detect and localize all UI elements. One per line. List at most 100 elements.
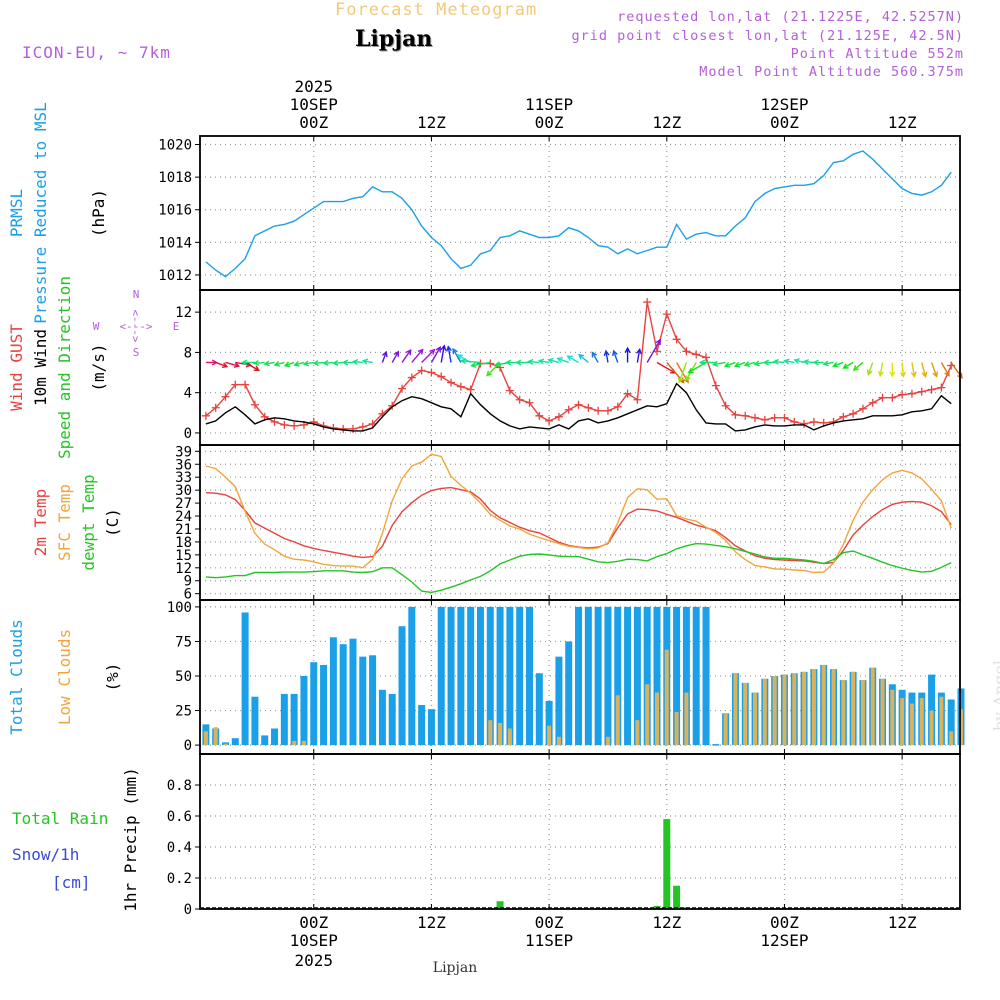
gust-marker bbox=[398, 384, 407, 393]
gust-marker bbox=[270, 417, 279, 426]
wind-direction-arrow bbox=[853, 361, 864, 371]
total-cloud-bar bbox=[320, 664, 328, 746]
wind-arrow-head bbox=[252, 360, 260, 367]
gust-marker bbox=[348, 424, 357, 433]
y-tick-label: 0.2 bbox=[167, 871, 192, 887]
bottom-hour-label: 00Z bbox=[535, 913, 564, 932]
total-cloud-bar bbox=[231, 738, 239, 746]
total-cloud-bar bbox=[369, 655, 377, 746]
bottom-hour-label: 00Z bbox=[299, 913, 328, 932]
total-cloud-bar bbox=[525, 606, 533, 746]
wind-direction-arrow bbox=[244, 361, 260, 371]
total-cloud-bar bbox=[947, 699, 955, 746]
footer-location: Lipjan bbox=[433, 960, 477, 976]
total-cloud-bar bbox=[388, 693, 396, 746]
wind-direction-arrow bbox=[879, 362, 884, 376]
wind-arrow-head bbox=[515, 359, 522, 366]
wind-arrow-head bbox=[832, 361, 839, 368]
low-cloud-bar bbox=[547, 725, 552, 746]
gust-marker bbox=[633, 395, 642, 404]
wind-direction-arrow bbox=[401, 349, 412, 363]
y-tick-label: 12 bbox=[175, 305, 192, 321]
bottom-hour-label: 12Z bbox=[888, 913, 917, 932]
precip-label-rain: Total Rain bbox=[12, 809, 108, 828]
wind-arrow-head bbox=[612, 349, 618, 357]
y-tick-label: 25 bbox=[175, 704, 192, 720]
wind-arrow-head bbox=[802, 358, 810, 365]
gust-marker bbox=[682, 347, 691, 356]
wind-direction-arrow bbox=[666, 362, 685, 383]
side-label: Speed and Direction bbox=[55, 276, 74, 459]
wind-arrow-head bbox=[312, 359, 319, 366]
wind-direction-arrow bbox=[391, 351, 399, 363]
gust-marker bbox=[917, 387, 926, 396]
wind-direction-arrow bbox=[833, 361, 844, 367]
wind-direction-arrow bbox=[264, 361, 275, 365]
wind-arrow-head bbox=[655, 338, 661, 345]
low-cloud-bar bbox=[733, 673, 738, 746]
wind-arrow-head bbox=[493, 361, 501, 368]
low-cloud-bar bbox=[753, 692, 758, 746]
gust-marker bbox=[672, 335, 681, 344]
low-cloud-bar bbox=[821, 664, 826, 746]
wind-arrow-head bbox=[591, 351, 598, 358]
low-cloud-bar bbox=[792, 673, 797, 746]
low-cloud-bar bbox=[958, 709, 963, 746]
side-label: (hPa) bbox=[89, 189, 108, 237]
wind-arrow-head bbox=[852, 365, 859, 372]
wind-direction-arrow bbox=[911, 362, 916, 377]
wind-arrow-head bbox=[393, 350, 400, 357]
y-tick-label: 33 bbox=[175, 470, 192, 486]
gust-marker bbox=[339, 424, 348, 433]
chart-title: Forecast Meteogram bbox=[335, 0, 538, 20]
gust-marker bbox=[456, 382, 465, 391]
wind-direction-arrow bbox=[548, 359, 560, 364]
wind-arrow-head bbox=[900, 371, 907, 378]
low-cloud-bar bbox=[498, 722, 503, 746]
y-tick-label: 1020 bbox=[158, 138, 192, 154]
wind-direction-arrow bbox=[612, 350, 619, 363]
wind-arrow-head bbox=[381, 350, 388, 358]
wind-arrow-head bbox=[283, 361, 291, 368]
wind-arrow-head bbox=[793, 358, 800, 364]
bottom-year-label: 2025 bbox=[294, 951, 333, 970]
point-altitude: Point Altitude 552m bbox=[790, 46, 964, 62]
panel-wind: 0 4 8 12 Wind GUST 10m Wind Speed and Directio… bbox=[7, 276, 963, 459]
low-cloud-bar bbox=[919, 698, 924, 746]
total-cloud-bar bbox=[624, 606, 632, 746]
gust-marker bbox=[839, 412, 848, 421]
top-hour-label: 12Z bbox=[652, 113, 681, 132]
low-cloud-bar bbox=[900, 698, 905, 746]
y-tick-label: 21 bbox=[175, 522, 192, 538]
gust-marker bbox=[358, 422, 367, 431]
precip-label-axis: 1hr Precip (mm) bbox=[121, 767, 140, 912]
gust-marker bbox=[849, 409, 858, 418]
wind-arrow-head bbox=[812, 359, 819, 366]
wind-direction-arrow bbox=[713, 361, 726, 366]
gust-marker bbox=[447, 378, 456, 387]
wind-arrow-head bbox=[435, 345, 441, 353]
gust-marker bbox=[574, 400, 583, 409]
y-tick-label: 1016 bbox=[158, 203, 192, 219]
total-cloud-bar bbox=[251, 696, 259, 746]
wind-arrow-head bbox=[566, 355, 573, 361]
top-date-label: 11SEP bbox=[525, 95, 573, 114]
gust-marker bbox=[780, 413, 789, 422]
low-cloud-bar bbox=[723, 713, 728, 746]
wind-arrow-head bbox=[944, 370, 950, 377]
gust-marker bbox=[427, 368, 436, 377]
total-cloud-bar bbox=[398, 626, 406, 746]
low-cloud-bar bbox=[929, 710, 934, 746]
total-cloud-bar bbox=[241, 612, 249, 746]
model-label: ICON-EU, ~ 7km bbox=[22, 43, 171, 62]
total-cloud-bar bbox=[604, 606, 612, 746]
wind-direction-arrow bbox=[724, 361, 736, 367]
gust-marker bbox=[662, 310, 671, 319]
wind-arrow-head bbox=[743, 361, 751, 368]
low-cloud-bar bbox=[939, 696, 944, 746]
wind-arrow-head bbox=[361, 358, 369, 365]
low-cloud-bar bbox=[605, 736, 610, 746]
panel-precip: 0 0.2 0.4 0.6 0.8 Total Rain Snow/1h [cm] 1hr Pr… bbox=[12, 753, 961, 918]
gust-marker bbox=[231, 380, 240, 389]
wind-arrow-head bbox=[341, 359, 349, 366]
